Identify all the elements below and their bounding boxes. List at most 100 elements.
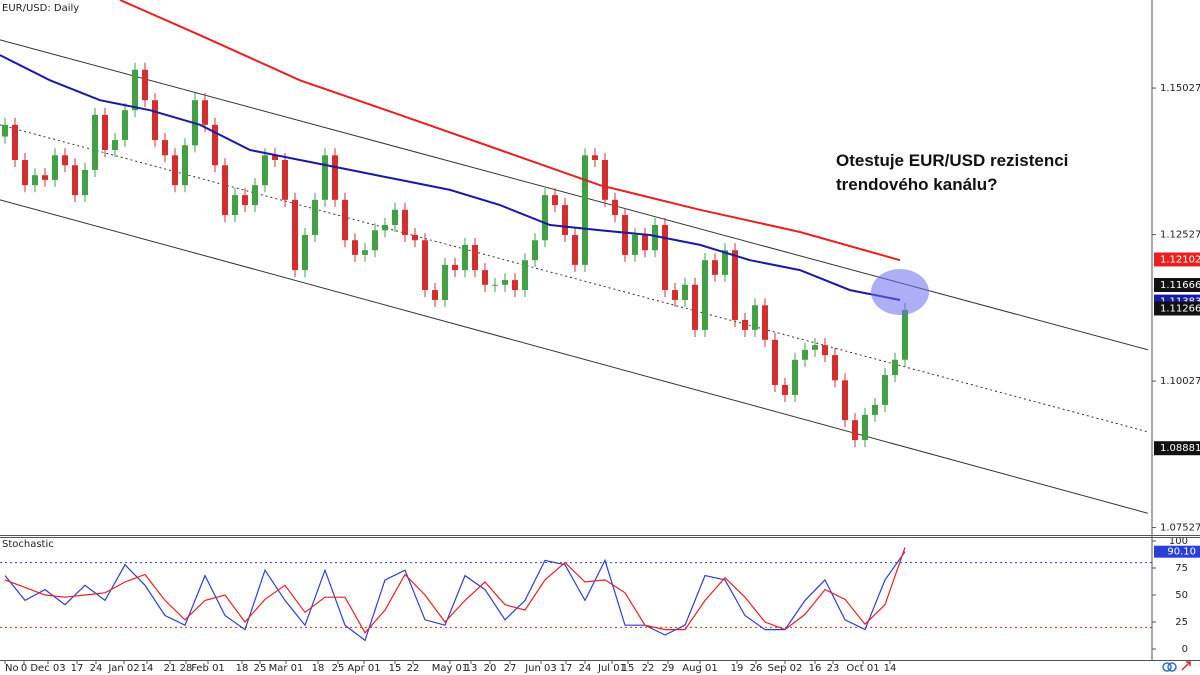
candle-body bbox=[52, 155, 58, 180]
x-tick-label: 27 bbox=[504, 663, 517, 674]
annotation: trendového kanálu? bbox=[836, 175, 998, 194]
candle-body bbox=[302, 234, 308, 271]
x-tick-label: 28 bbox=[180, 663, 193, 674]
candle-body bbox=[612, 199, 618, 216]
candle-body bbox=[42, 175, 48, 180]
candle-body bbox=[872, 404, 878, 415]
x-tick-label: Feb 01 bbox=[191, 663, 225, 674]
candle-body bbox=[892, 359, 898, 376]
candle-body bbox=[542, 195, 548, 241]
x-tick-label: 15 bbox=[389, 663, 402, 674]
candle-body bbox=[202, 100, 208, 125]
candle-body bbox=[402, 209, 408, 235]
title-bg bbox=[0, 538, 40, 550]
x-tick-label: Jun 03 bbox=[524, 663, 557, 674]
candle-body bbox=[672, 290, 678, 301]
price-tag-label: 1.08881 bbox=[1160, 443, 1200, 454]
channel-line bbox=[0, 39, 1149, 351]
candle-body bbox=[232, 195, 238, 216]
x-tick-label: No bbox=[5, 663, 19, 674]
candle-body bbox=[372, 230, 378, 251]
x-tick-label: 22 bbox=[642, 663, 655, 674]
candle-body bbox=[762, 305, 768, 340]
candle-body bbox=[752, 305, 758, 330]
x-tick-label: 14 bbox=[141, 663, 154, 674]
candle-body bbox=[242, 195, 248, 206]
x-tick-label: 29 bbox=[662, 663, 675, 674]
toolbar-icons bbox=[1162, 661, 1191, 672]
x-tick-label: 23 bbox=[827, 663, 840, 674]
x-tick-label: Jan 02 bbox=[107, 663, 139, 674]
y-tick-label: 25 bbox=[1175, 617, 1188, 628]
y-tick-label: 0 bbox=[1182, 644, 1188, 655]
candle-body bbox=[582, 155, 588, 265]
candle-body bbox=[822, 345, 828, 356]
candle-body bbox=[412, 234, 418, 241]
x-tick-label: Apr 01 bbox=[347, 663, 380, 674]
candle-body bbox=[502, 280, 508, 285]
axes: 1.15027 1.12527 1.10027 1.07527 1.12102 1.116… bbox=[4, 83, 1200, 674]
x-tick-label: May 01 bbox=[432, 663, 469, 674]
x-tick-label: Mar 01 bbox=[269, 663, 304, 674]
y-tick-label: 1.15027 bbox=[1160, 83, 1200, 94]
candle-body bbox=[112, 140, 118, 151]
candle-body bbox=[452, 264, 458, 271]
candle-body bbox=[102, 114, 108, 151]
x-tick-label: 14 bbox=[884, 663, 897, 674]
x-tick-label: 18 bbox=[312, 663, 325, 674]
candle-body bbox=[902, 309, 908, 360]
title-bg bbox=[0, 1, 60, 14]
candle-body bbox=[62, 155, 68, 166]
candle-body bbox=[72, 165, 78, 196]
y-tick-label: 1.10027 bbox=[1160, 376, 1200, 387]
expand-icon bbox=[1181, 661, 1191, 671]
candle-body bbox=[432, 290, 438, 301]
candle-body bbox=[292, 199, 298, 271]
x-tick-label: 17 bbox=[71, 663, 84, 674]
y-tick-label: 1.12527 bbox=[1160, 230, 1200, 241]
price-tag bbox=[1154, 252, 1200, 267]
y-tick-label: 75 bbox=[1175, 563, 1188, 574]
candle-body bbox=[82, 169, 88, 196]
candle-body bbox=[532, 240, 538, 261]
candle-body bbox=[352, 240, 358, 255]
candle-body bbox=[182, 145, 188, 186]
candle-body bbox=[482, 270, 488, 285]
candle-body bbox=[522, 260, 528, 291]
x-tick-label: 24 bbox=[579, 663, 592, 674]
candle-body bbox=[632, 234, 638, 255]
candle-body bbox=[132, 69, 138, 111]
candle-body bbox=[782, 384, 788, 395]
x-tick-label: 17 bbox=[560, 663, 573, 674]
x-tick-label: Oct 01 bbox=[846, 663, 879, 674]
value-tag bbox=[1154, 545, 1200, 558]
candle-body bbox=[162, 140, 168, 156]
candle-body bbox=[592, 155, 598, 160]
candle-body bbox=[742, 319, 748, 330]
candle-body bbox=[562, 205, 568, 235]
price-tag-label: 1.11666 bbox=[1160, 280, 1200, 291]
candle-body bbox=[272, 155, 278, 160]
candle-body bbox=[842, 380, 848, 421]
candle-body bbox=[392, 209, 398, 226]
candle-body bbox=[262, 155, 268, 186]
x-tick-label: 16 bbox=[809, 663, 822, 674]
x-tick-label: Sep 02 bbox=[768, 663, 803, 674]
candle-body bbox=[342, 199, 348, 241]
channel-line bbox=[0, 199, 1149, 514]
candle-body bbox=[2, 124, 8, 137]
candle-body bbox=[682, 284, 688, 301]
price-tag bbox=[1154, 441, 1200, 456]
candle-body bbox=[692, 284, 698, 330]
candle-body bbox=[172, 155, 178, 186]
candle-body bbox=[652, 225, 658, 251]
chart-title: EUR/USD: Daily bbox=[2, 3, 79, 14]
candle-body bbox=[252, 185, 258, 206]
y-tick-label: 50 bbox=[1175, 590, 1188, 601]
candle-body bbox=[732, 250, 738, 320]
price-pane bbox=[0, 0, 1149, 514]
x-tick-label: 25 bbox=[332, 663, 345, 674]
price-tag-label: 1.11266 bbox=[1160, 303, 1200, 314]
candle-body bbox=[122, 110, 128, 141]
